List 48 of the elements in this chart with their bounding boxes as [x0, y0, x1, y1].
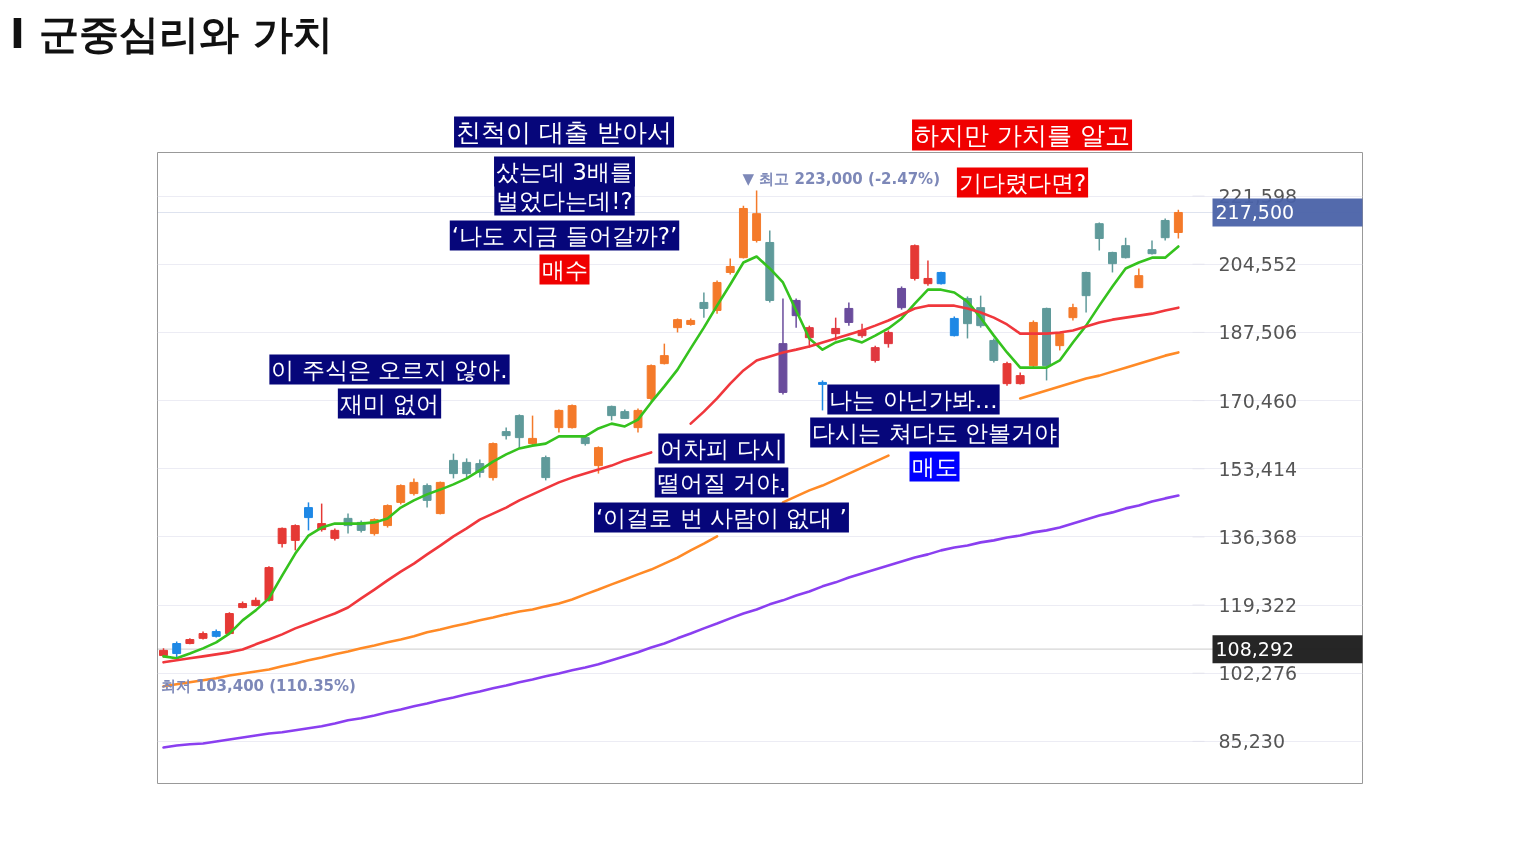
annotation: 다시는 쳐다도 안볼거야 — [812, 419, 1057, 446]
candlestick — [699, 291, 709, 319]
annotation: 나는 아닌가봐… — [829, 386, 998, 413]
candlestick — [449, 452, 458, 480]
y-tick-label: 170,460 — [1218, 389, 1298, 412]
candlestick — [1173, 208, 1183, 240]
candlestick — [897, 285, 907, 311]
candlestick — [1081, 270, 1091, 314]
candlestick — [989, 337, 999, 364]
candlestick — [923, 259, 933, 287]
text: 친척이 대출 받아서 — [454, 116, 674, 148]
annotation: 재미 없어 — [339, 390, 440, 417]
chart-title: I 군중심리와 가치 — [10, 10, 333, 59]
candlestick — [462, 457, 472, 480]
annotation: 기다렸다면? — [958, 169, 1087, 196]
annotation: 샀는데 3배를 — [496, 158, 633, 185]
line-series — [162, 494, 1180, 749]
annotation: 떨어질 거야. — [656, 469, 787, 496]
annotation: 이 주식은 오르지 않아. — [271, 356, 508, 383]
annotation: 매수 — [541, 256, 588, 283]
annotation: ‘나도 지금 들어갈까?’ — [451, 222, 678, 249]
y-tick-label: 119,322 — [1218, 594, 1298, 617]
annotation: ‘이걸로 번 사람이 없대 ’ — [596, 504, 847, 531]
candlestick — [541, 454, 551, 482]
candlestick — [593, 445, 603, 475]
candlestick — [290, 523, 300, 552]
annotation: 어차피 다시 — [660, 435, 783, 462]
y-tick-label: 136,368 — [1218, 525, 1298, 548]
y-tick-label: 85,230 — [1218, 730, 1285, 753]
candlestick — [1002, 360, 1012, 387]
candlestick — [818, 379, 827, 412]
annotation: ▼ 최고 223,000 (-2.47%) — [742, 169, 940, 188]
y-tick-label: 102,276 — [1218, 662, 1298, 685]
text: 하지만 가치를 알고 — [912, 119, 1132, 151]
y-tick-label: 204,552 — [1218, 253, 1298, 276]
candlestick — [304, 501, 313, 532]
annotation: 벌었다는데!? — [496, 187, 633, 214]
candlestick — [514, 413, 524, 450]
candlestick — [1160, 217, 1170, 242]
ref-line-label: 108,292 — [1215, 638, 1295, 661]
candlestick — [1134, 267, 1144, 289]
candlestick — [396, 483, 406, 506]
annotation: 매도 — [911, 453, 958, 480]
candlestick — [1094, 221, 1104, 252]
candlestick — [528, 414, 537, 447]
y-tick-label: 153,414 — [1218, 457, 1298, 480]
y-tick-label: 187,506 — [1218, 321, 1298, 344]
candlestick — [844, 301, 854, 327]
